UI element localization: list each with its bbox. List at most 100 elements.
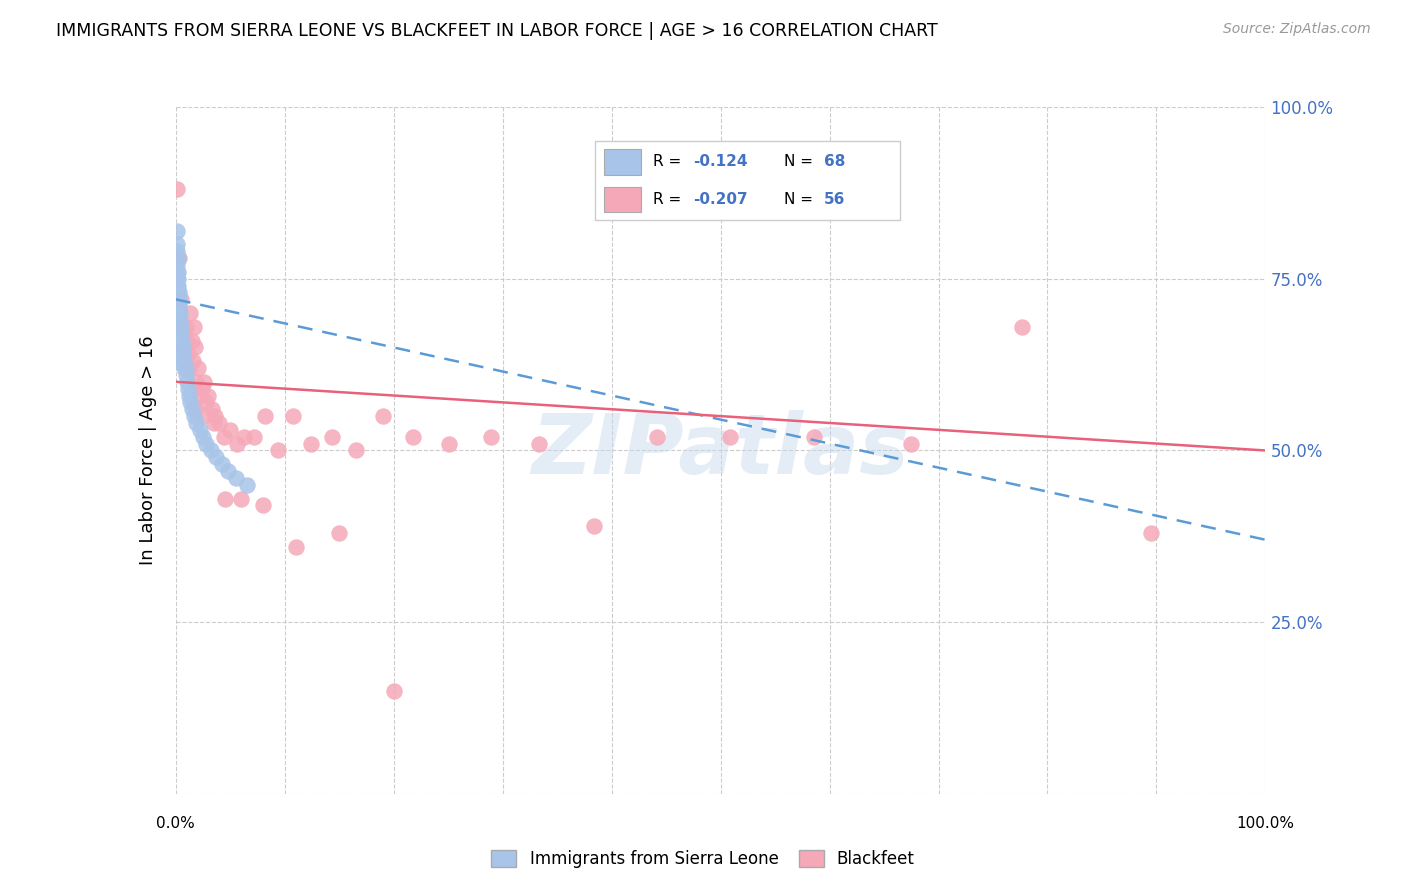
Point: [170, 319, 193, 334]
Text: 68: 68: [824, 154, 845, 169]
Point: [191, 409, 214, 423]
Point: [479, 430, 502, 444]
Point: [284, 540, 307, 554]
Point: [167, 285, 190, 300]
Point: [167, 340, 190, 354]
Point: [166, 293, 188, 307]
Point: [328, 525, 350, 540]
Point: [718, 430, 741, 444]
Point: [186, 361, 209, 376]
Point: [172, 347, 194, 361]
Point: [254, 409, 277, 423]
Point: [173, 361, 195, 376]
Point: [167, 334, 190, 348]
Point: [166, 237, 188, 252]
Point: [169, 326, 191, 341]
Point: [191, 430, 214, 444]
Point: [283, 409, 305, 423]
Point: [193, 375, 215, 389]
Point: [204, 409, 226, 423]
Point: [371, 409, 394, 423]
Point: [527, 436, 550, 450]
Point: [188, 388, 211, 402]
Point: [184, 340, 207, 354]
Point: [166, 265, 188, 279]
Point: [181, 354, 204, 368]
Point: [167, 299, 190, 313]
Text: R =: R =: [654, 193, 686, 207]
Point: [170, 293, 193, 307]
Point: [439, 436, 461, 450]
Point: [167, 293, 190, 307]
Point: [172, 319, 194, 334]
Point: [177, 382, 200, 396]
Point: [169, 334, 191, 348]
Point: [201, 402, 224, 417]
Point: [181, 334, 204, 348]
Point: [186, 416, 208, 430]
Point: [167, 340, 190, 354]
Point: [173, 354, 195, 368]
Point: [179, 306, 201, 320]
Point: [167, 354, 190, 368]
Point: [252, 499, 274, 513]
Point: [169, 306, 191, 320]
Point: [225, 471, 247, 485]
Point: [176, 375, 198, 389]
Point: [170, 334, 193, 348]
Point: [167, 334, 190, 348]
Legend: Immigrants from Sierra Leone, Blackfeet: Immigrants from Sierra Leone, Blackfeet: [485, 843, 921, 875]
Point: [243, 430, 266, 444]
Point: [217, 464, 239, 478]
Point: [167, 251, 190, 265]
Point: [166, 251, 188, 265]
Point: [167, 293, 190, 307]
Bar: [605, 187, 641, 212]
Point: [167, 306, 190, 320]
Text: N =: N =: [785, 154, 818, 169]
Point: [186, 375, 208, 389]
Point: [167, 326, 190, 341]
Point: [200, 443, 222, 458]
Point: [176, 334, 198, 348]
Point: [166, 258, 188, 272]
Text: -0.207: -0.207: [693, 193, 748, 207]
Point: [166, 244, 188, 259]
Point: [167, 313, 190, 327]
Point: [214, 491, 236, 506]
Point: [167, 347, 190, 361]
Point: [174, 361, 197, 376]
Point: [208, 416, 231, 430]
Point: [170, 326, 193, 341]
Point: [167, 313, 190, 327]
Point: [167, 306, 190, 320]
Point: [177, 361, 200, 376]
Point: [197, 388, 219, 402]
Point: [166, 182, 188, 196]
Point: [172, 340, 194, 354]
Point: [174, 319, 197, 334]
Point: [172, 340, 194, 354]
Point: [235, 478, 257, 492]
Text: 56: 56: [824, 193, 845, 207]
Bar: [605, 149, 641, 175]
Point: [179, 395, 201, 409]
Point: [181, 402, 204, 417]
Text: 100.0%: 100.0%: [1236, 816, 1295, 831]
Point: [167, 326, 190, 341]
Point: [167, 319, 190, 334]
Point: [382, 683, 405, 698]
Point: [166, 278, 188, 293]
Point: [231, 491, 253, 506]
Point: [167, 299, 190, 313]
Point: [167, 271, 190, 285]
Text: N =: N =: [785, 193, 818, 207]
Point: [167, 278, 190, 293]
Point: [167, 251, 190, 265]
Point: [583, 519, 606, 533]
Point: [211, 457, 233, 471]
Point: [402, 430, 425, 444]
Text: ZIPatlas: ZIPatlas: [531, 410, 910, 491]
Point: [344, 443, 367, 458]
Point: [177, 388, 200, 402]
